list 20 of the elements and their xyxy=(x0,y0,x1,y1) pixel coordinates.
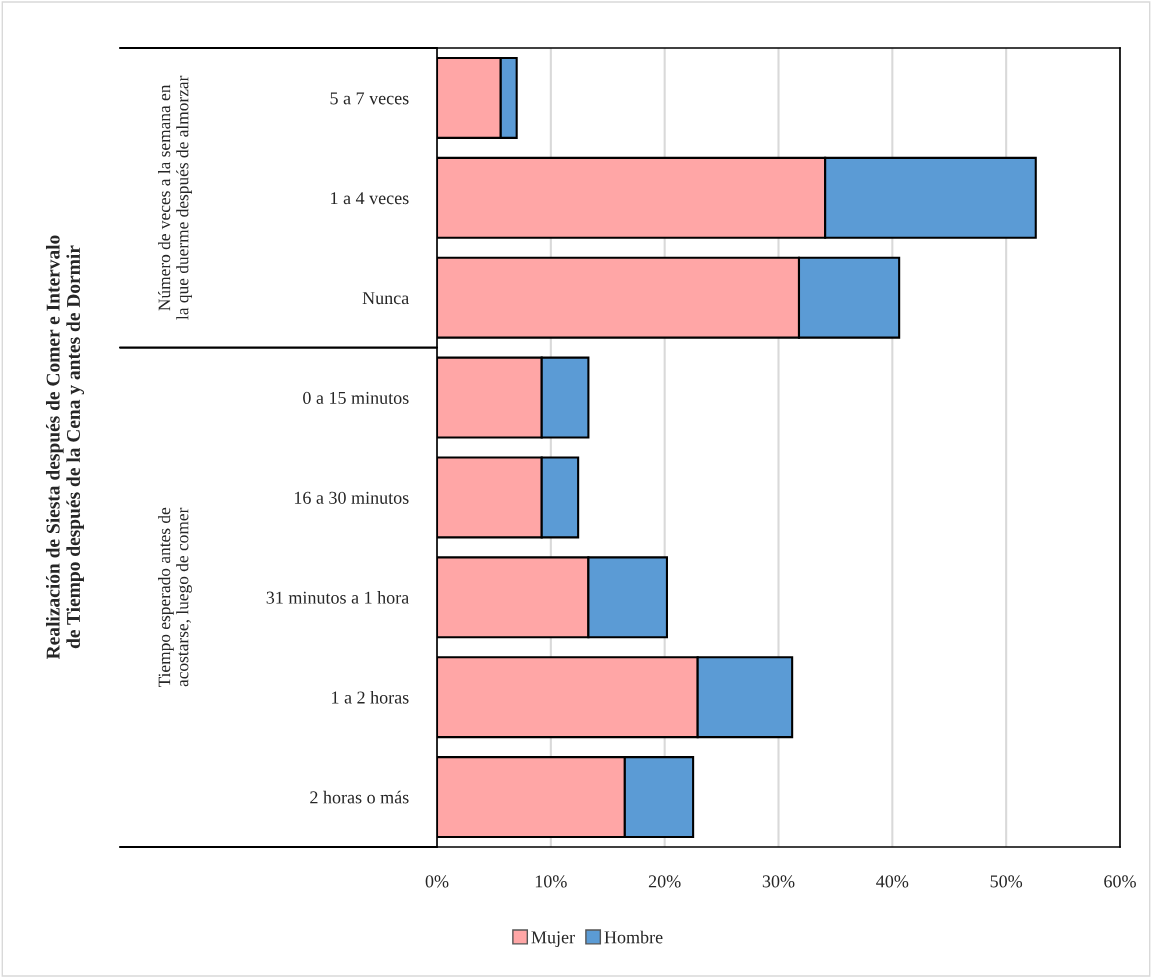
legend-label: Hombre xyxy=(604,930,663,944)
text: Realización de Siesta después de Comer e Intervalo de Tiempo después de la Cena y antes de Dormir xyxy=(45,235,85,660)
x-tick-label: 20% xyxy=(648,875,681,888)
x-tick-label: 0% xyxy=(425,875,449,888)
x-tick-label: 40% xyxy=(876,875,909,888)
y-tick-label: 16 a 30 minutos xyxy=(294,491,409,504)
x-tick-label: 10% xyxy=(535,875,567,888)
x-tick-label: 50% xyxy=(990,875,1023,888)
y-tick-label: Nunca xyxy=(362,292,409,305)
y-tick-label: 2 horas o más xyxy=(310,790,409,804)
y-tick-label: 1 a 4 veces xyxy=(331,192,409,205)
x-tick-label: 30% xyxy=(762,875,795,888)
y-tick-label: 0 a 15 minutos xyxy=(303,391,409,404)
y-tick-label: 5 a 7 veces xyxy=(330,92,409,105)
y-tick-label: 31 minutos a 1 hora xyxy=(266,591,409,604)
text: Número de veces a la semana en la que duerme después de almorzar xyxy=(158,75,192,320)
y-tick-label: 1 a 2 horas xyxy=(332,690,409,704)
x-tick-label: 60% xyxy=(1104,875,1136,888)
text: Tiempo esperado antes de acostarse, luego de comer xyxy=(158,507,192,688)
legend-label: Mujer xyxy=(531,931,575,948)
